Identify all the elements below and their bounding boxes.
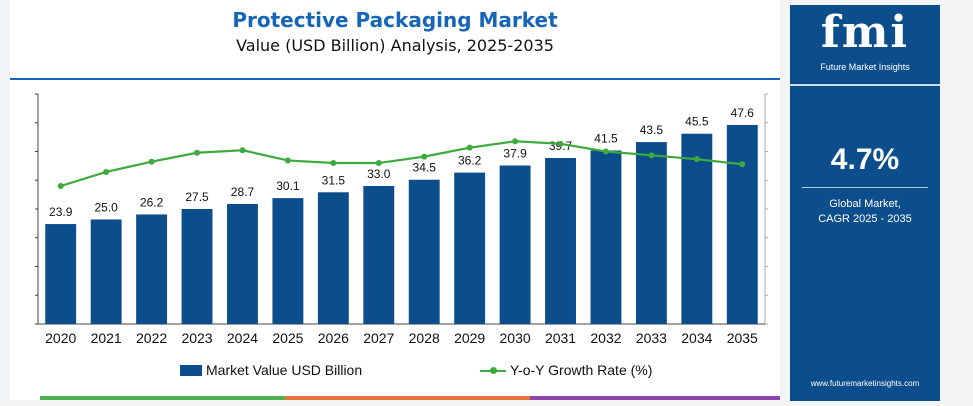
data-label: 34.5	[413, 161, 437, 175]
x-tick-label: 2031	[545, 330, 576, 346]
x-tick-label: 2020	[45, 330, 76, 346]
cagr-value: 4.7%	[830, 143, 900, 176]
chart-card: Protective Packaging Market Value (USD B…	[10, 0, 780, 400]
data-label: 31.5	[322, 173, 346, 187]
x-tick-label: 2029	[454, 330, 485, 346]
bar	[227, 203, 258, 324]
growth-point	[239, 147, 246, 154]
x-tick-label: 2023	[181, 330, 212, 346]
x-tick-label: 2022	[136, 330, 167, 346]
data-label: 45.5	[685, 115, 709, 129]
data-label: 33.0	[367, 167, 391, 181]
bar	[408, 179, 440, 324]
bar	[545, 157, 576, 324]
legend-line-swatch	[480, 365, 506, 376]
data-label: 25.0	[94, 200, 118, 214]
legend-line: Y-o-Y Growth Rate (%)	[480, 362, 652, 378]
bar	[272, 198, 304, 324]
growth-point	[57, 183, 64, 189]
title-divider	[10, 78, 780, 80]
bottom-accent-green	[40, 396, 285, 400]
bar	[726, 124, 758, 324]
bottom-accent-orange	[285, 396, 530, 400]
chart-title: Protective Packaging Market	[232, 8, 558, 32]
x-tick-label: 2021	[91, 330, 122, 346]
growth-point	[194, 149, 201, 156]
growth-point	[466, 144, 473, 151]
sidebar-panel: fmi Future Market Insights 4.7% Global M…	[790, 5, 940, 401]
legend-line-label: Y-o-Y Growth Rate (%)	[510, 362, 653, 378]
bar	[635, 142, 667, 324]
growth-point	[512, 138, 519, 145]
bar	[499, 165, 531, 324]
bar	[317, 192, 349, 324]
growth-line	[60, 140, 743, 188]
growth-point	[103, 168, 110, 175]
bar	[45, 224, 77, 324]
legend-bar-swatch	[180, 364, 202, 376]
x-tick-label: 2030	[500, 330, 531, 346]
growth-point	[330, 160, 337, 166]
data-label: 27.5	[185, 190, 209, 204]
chart-subtitle: Value (USD Billion) Analysis, 2025-2035	[236, 36, 554, 55]
data-label: 37.9	[503, 147, 527, 161]
bar	[681, 133, 713, 324]
bar	[363, 186, 395, 324]
website-url: www.futuremarketinsights.com	[810, 379, 920, 388]
growth-point	[375, 160, 382, 166]
x-tick-label: 2025	[272, 330, 303, 346]
logo-text: fmi	[820, 7, 910, 58]
x-tick-label: 2035	[727, 330, 758, 346]
x-tick-label: 2033	[636, 330, 667, 346]
sidebar-divider	[790, 84, 940, 86]
cagr-divider	[802, 187, 928, 188]
legend-bar-label: Market Value USD Billion	[206, 362, 363, 378]
bar	[90, 219, 122, 324]
chart-plot: 23.9 2020 25.0 2021 26.2 2022 27.5 2023 28.7 2024…	[35, 93, 768, 346]
x-tick-label: 2028	[409, 330, 440, 346]
data-label: 28.7	[231, 185, 255, 199]
logo-subtitle: Future Market Insights	[820, 62, 910, 72]
bar	[136, 214, 168, 324]
x-tick-label: 2024	[227, 330, 258, 346]
data-label: 47.6	[731, 106, 755, 120]
data-label: 26.2	[140, 195, 164, 209]
data-label: 43.5	[640, 123, 664, 137]
bar	[454, 172, 486, 324]
data-label: 36.2	[458, 154, 482, 168]
growth-point	[693, 156, 700, 163]
fmi-logo: fmi Future Market Insights	[790, 5, 940, 83]
growth-point	[421, 153, 428, 160]
cagr-label: Global Market, CAGR 2025 - 2035	[818, 198, 912, 225]
legend-bar: Market Value USD Billion	[180, 362, 362, 378]
bar	[590, 150, 622, 324]
x-tick-label: 2032	[590, 330, 621, 346]
growth-point	[648, 152, 655, 159]
x-tick-label: 2027	[363, 330, 394, 346]
growth-point	[602, 148, 609, 155]
growth-point	[284, 157, 291, 164]
growth-point	[557, 140, 564, 147]
data-label: 23.9	[49, 205, 73, 219]
bottom-accent-purple	[530, 396, 780, 400]
data-label: 41.5	[594, 131, 618, 145]
x-tick-label: 2026	[318, 330, 349, 346]
bar	[181, 209, 213, 324]
data-label: 30.1	[276, 179, 300, 193]
x-tick-label: 2034	[681, 330, 712, 346]
growth-point	[148, 158, 155, 165]
growth-point	[739, 161, 746, 168]
